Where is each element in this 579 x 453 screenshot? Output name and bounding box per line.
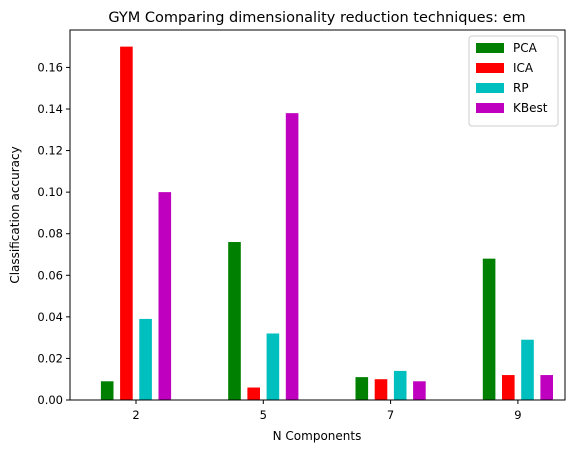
bars-group (100, 46, 553, 401)
x-tick-label: 9 (514, 408, 521, 422)
y-tick-label: 0.08 (37, 227, 63, 241)
bar-pca-5 (228, 242, 241, 400)
chart-title: GYM Comparing dimensionality reduction t… (108, 10, 525, 26)
y-tick-label: 0.06 (37, 268, 63, 282)
y-tick-label: 0.12 (37, 144, 63, 158)
x-tick-label: 5 (260, 408, 267, 422)
bar-rp-7 (393, 370, 407, 400)
y-tick-label: 0.00 (37, 393, 63, 407)
bar-ica-2 (120, 46, 133, 400)
bar-rp-2 (139, 318, 152, 400)
y-tick-label: 0.02 (37, 351, 63, 365)
bar-kbest-9 (540, 375, 553, 400)
legend-swatch-pca (476, 43, 504, 53)
y-tick-label: 0.14 (37, 102, 63, 116)
y-tick-label: 0.16 (37, 60, 63, 74)
bar-ica-9 (502, 375, 515, 400)
legend-swatch-kbest (476, 103, 504, 113)
legend-swatch-ica (476, 63, 504, 73)
y-axis-label: Classification accuracy (8, 146, 22, 283)
legend: PCA ICA RP KBest (468, 35, 559, 127)
bar-pca-9 (482, 258, 496, 400)
legend-label-pca: PCA (513, 41, 538, 55)
y-tick-label: 0.10 (37, 185, 63, 199)
legend-label-kbest: KBest (513, 101, 548, 115)
bar-ica-5 (247, 387, 260, 400)
plot-frame (69, 29, 566, 401)
legend-swatch-rp (476, 83, 504, 93)
x-axis-label: N Components (273, 429, 362, 443)
x-tick-label: 2 (132, 408, 139, 422)
bar-pca-7 (355, 377, 369, 400)
bar-rp-9 (521, 339, 534, 400)
bar-kbest-5 (285, 113, 299, 401)
bar-ica-7 (374, 379, 388, 400)
bar-pca-2 (100, 381, 114, 400)
bar-rp-5 (266, 333, 280, 400)
y-axis-ticks: 0.00 0.02 0.04 0.06 0.08 0.10 0.12 0.14 0.16 (37, 60, 70, 407)
legend-label-ica: ICA (513, 61, 534, 75)
x-tick-label: 7 (387, 408, 394, 422)
y-tick-label: 0.04 (37, 310, 63, 324)
bar-kbest-7 (413, 381, 426, 400)
legend-label-rp: RP (513, 81, 529, 95)
bar-kbest-2 (158, 192, 172, 400)
x-axis-ticks: 2 5 7 9 (132, 400, 522, 422)
